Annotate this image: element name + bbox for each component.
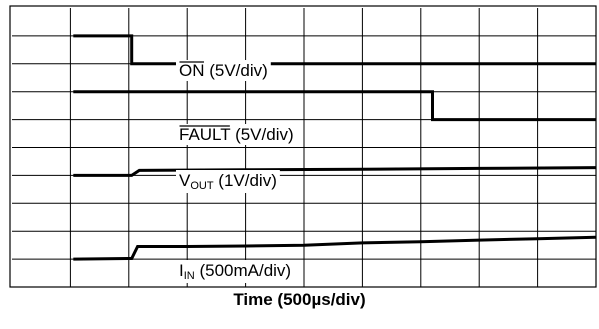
trace-label-subscript: IN: [184, 270, 195, 282]
trace-label-scale: (1V/div): [214, 171, 277, 190]
trace-label-text: IIN (500mA/div): [179, 261, 291, 282]
plot-frame: [9, 5, 597, 288]
trace-label-subscript: OUT: [190, 180, 214, 192]
trace-label-v: VOUT (1V/div): [176, 170, 280, 193]
trace-label-fault: FAULT (5V/div): [176, 124, 297, 145]
trace-label-scale: (5V/div): [205, 61, 268, 80]
trace-i: [73, 235, 597, 261]
trace-label-background: [176, 170, 280, 193]
trace-label-background: [176, 260, 295, 283]
trace-on: [73, 34, 596, 66]
trace-label-scale: (5V/div): [230, 125, 293, 144]
trace-label-i: IIN (500mA/div): [176, 260, 295, 283]
trace-label-name: V: [179, 171, 191, 190]
x-axis-label: Time (500µs/div): [233, 290, 366, 309]
plot-traces: [73, 34, 597, 261]
trace-label-text: FAULT (5V/div): [179, 125, 294, 144]
trace-label-name: I: [179, 261, 184, 280]
trace-labels: ON (5V/div)FAULT (5V/div)VOUT (1V/div)II…: [176, 60, 297, 283]
trace-label-text: ON (5V/div): [179, 61, 268, 80]
trace-label-name: FAULT: [179, 125, 230, 144]
trace-label-scale: (500mA/div): [195, 261, 291, 280]
trace-v: [73, 166, 597, 177]
trace-label-background: [176, 60, 271, 81]
trace-label-text: VOUT (1V/div): [179, 171, 277, 192]
trace-fault: [73, 90, 596, 122]
trace-label-background: [176, 124, 297, 145]
trace-label-on: ON (5V/div): [176, 60, 271, 81]
trace-label-name: ON: [179, 61, 205, 80]
